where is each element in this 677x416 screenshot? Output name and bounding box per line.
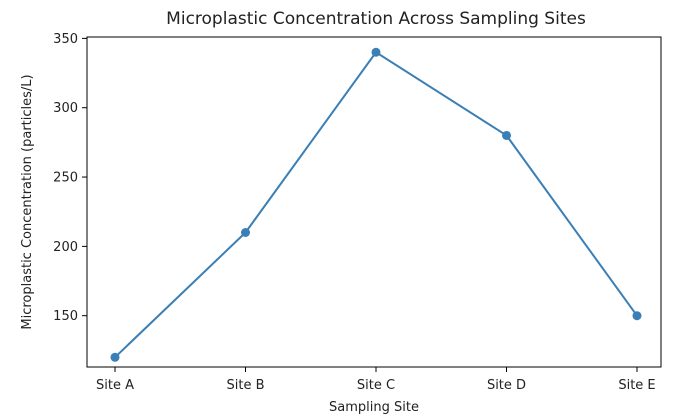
y-tick-label: 250 xyxy=(53,171,78,186)
data-point xyxy=(371,47,381,57)
x-tick-label: Site C xyxy=(357,378,395,393)
plot-area: 150 200 250 300 350 Site A Site B Site C Site D… xyxy=(53,32,662,393)
x-tick-label: Site E xyxy=(618,378,655,393)
x-tick-label: Site B xyxy=(226,378,264,393)
y-tick-label: 150 xyxy=(53,309,78,324)
x-tick-label: Site A xyxy=(96,378,134,393)
data-point xyxy=(502,130,511,140)
y-axis-label: Microplastic Concentration (particles/L) xyxy=(20,74,35,329)
x-axis-label: Sampling Site xyxy=(329,400,419,415)
plot-frame xyxy=(86,36,662,368)
y-tick-label: 200 xyxy=(53,240,78,255)
data-point xyxy=(241,228,250,238)
x-tick-label: Site D xyxy=(487,378,526,393)
y-tick-label: 350 xyxy=(53,32,78,47)
series-line xyxy=(114,51,638,359)
chart-title: Microplastic Concentration Across Sampli… xyxy=(166,9,586,29)
data-point xyxy=(110,352,120,362)
series-layer xyxy=(110,47,642,362)
data-point xyxy=(632,311,642,321)
y-axis: 150 200 250 300 350 xyxy=(53,32,87,324)
y-tick-label: 300 xyxy=(53,101,78,116)
x-axis: Site A Site B Site C Site D Site E xyxy=(96,367,656,393)
